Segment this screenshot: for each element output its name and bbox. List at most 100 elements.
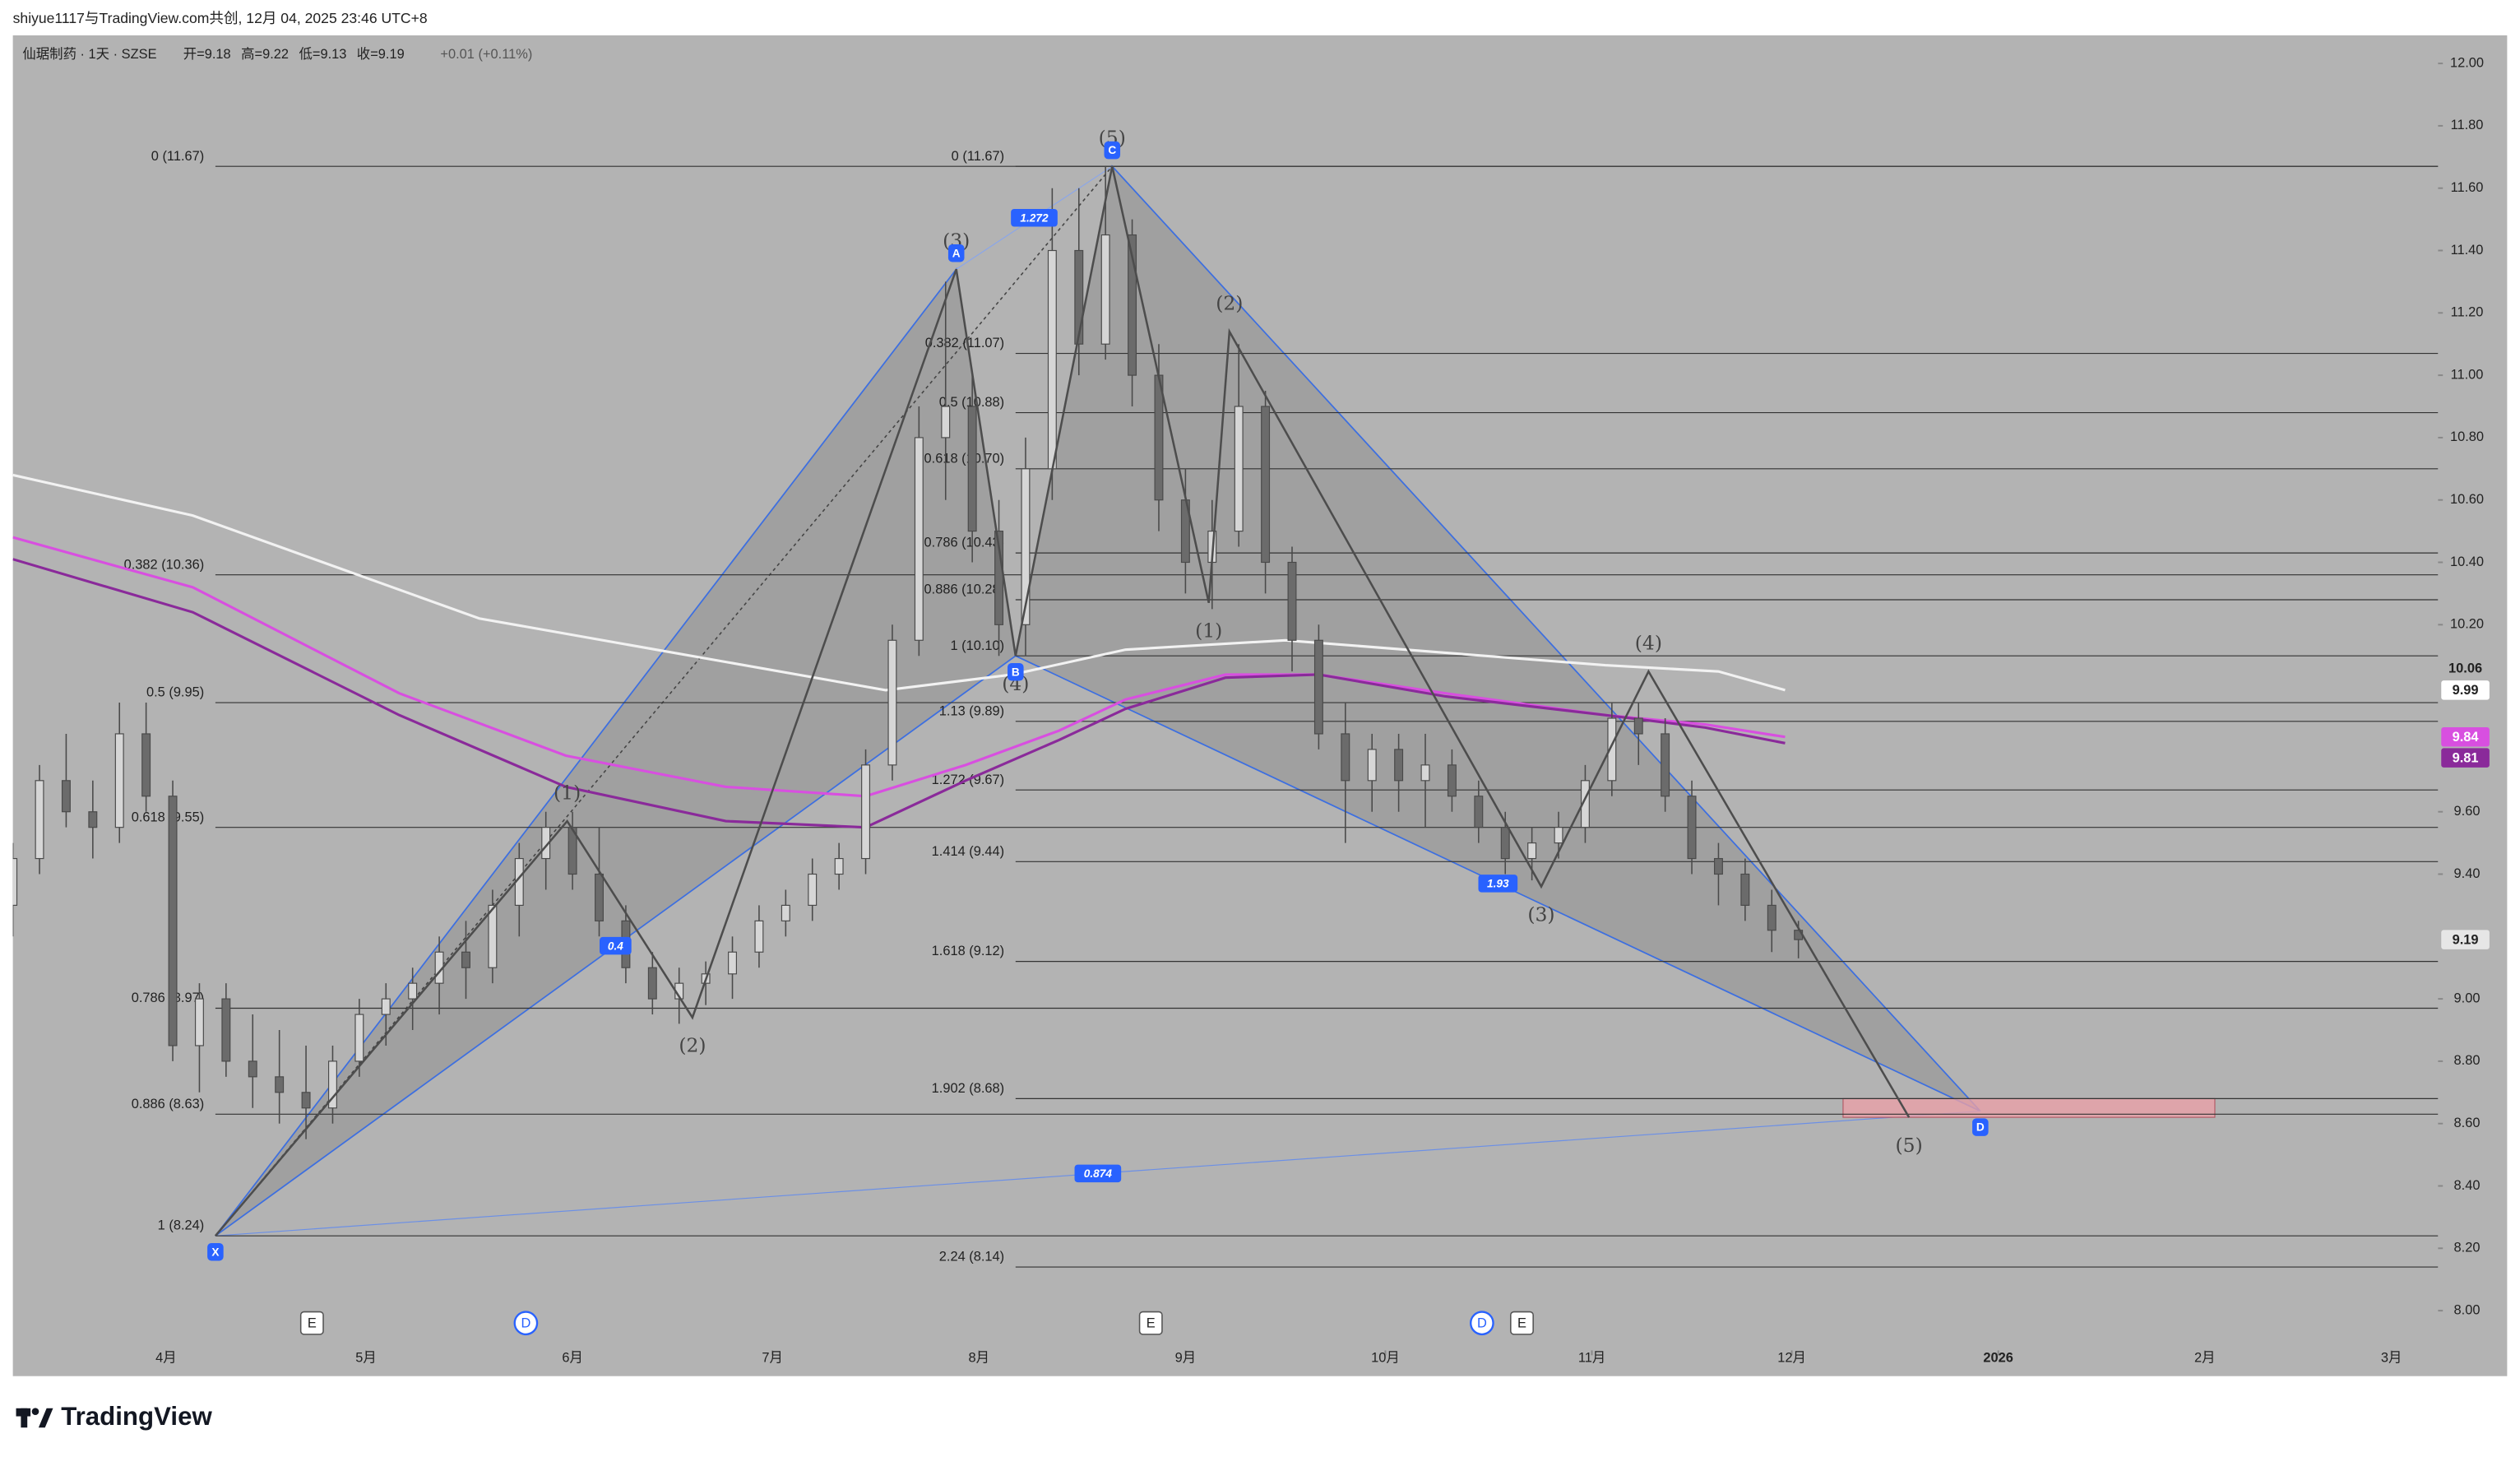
- candle-body: [754, 920, 764, 953]
- candle-body: [275, 1076, 285, 1093]
- fib-label: 1.13 (9.89): [939, 703, 1004, 718]
- ratio-badge: [1478, 875, 1518, 893]
- y-tick-label: 11.40: [2451, 243, 2484, 258]
- point-badge: [947, 244, 965, 262]
- fib-label: 0.382 (11.07): [925, 336, 1004, 350]
- candle-body: [1047, 249, 1057, 470]
- price-tag-label: 10.06: [2448, 661, 2482, 676]
- candle-body: [1100, 234, 1110, 345]
- wave-label: (2): [679, 1034, 706, 1057]
- y-tick-label: 10.80: [2450, 429, 2484, 444]
- y-tick-label: 9.40: [2454, 866, 2481, 881]
- candle-body: [728, 951, 737, 975]
- candle-body: [408, 982, 418, 1000]
- price-tag: [2441, 727, 2490, 747]
- candle-body: [1580, 780, 1590, 828]
- point-label: B: [1012, 666, 1020, 678]
- x-tick-label: 9月: [1175, 1351, 1197, 1366]
- xc-line: [215, 165, 1113, 1237]
- candle-body: [1607, 717, 1617, 782]
- y-tick-label: 10.40: [2450, 554, 2484, 569]
- ratio-badge: [600, 936, 632, 955]
- candle-body: [1527, 842, 1537, 860]
- y-tick-label: 10.20: [2450, 617, 2484, 632]
- wave-label: (3): [1527, 903, 1554, 926]
- wave-label: (2): [1216, 291, 1243, 314]
- candle-body: [1740, 873, 1750, 906]
- x-tick-label: 5月: [355, 1351, 377, 1366]
- price-tag: [2441, 748, 2490, 768]
- x-tick-label: 12月: [1777, 1351, 1806, 1366]
- ratio-label: 0.874: [1084, 1167, 1113, 1180]
- event-label: E: [1147, 1316, 1156, 1331]
- fib-label: 1 (8.24): [158, 1218, 205, 1233]
- candle-body: [1128, 234, 1137, 376]
- fib-label: 0 (11.67): [952, 149, 1004, 164]
- candle-body: [194, 998, 204, 1046]
- fib-label: 0.5 (9.95): [146, 685, 204, 700]
- y-tick-label: 9.60: [2454, 804, 2481, 819]
- moving-average: [12, 558, 1786, 829]
- fib-label: 0.786 (10.43): [924, 536, 1005, 550]
- fib-label: 0.886 (10.28): [924, 582, 1005, 597]
- event-label: E: [308, 1316, 317, 1331]
- y-tick-label: 11.60: [2451, 180, 2484, 195]
- wave-label: (5): [1896, 1134, 1923, 1157]
- price-tag: [2441, 680, 2490, 700]
- price-tag-label: 9.84: [2453, 730, 2480, 745]
- candle-body: [647, 967, 657, 1000]
- candle-body: [1287, 561, 1297, 641]
- candle-body: [567, 827, 577, 875]
- x-tick-label: 11月: [1578, 1351, 1605, 1366]
- candle-body: [967, 406, 977, 532]
- candle-body: [941, 406, 951, 438]
- candle-body: [1447, 764, 1457, 797]
- chart-background: [12, 35, 2508, 1376]
- candle-body: [1074, 249, 1084, 345]
- candle-body: [61, 780, 71, 813]
- ratio-label: 0.4: [608, 940, 623, 952]
- candle-body: [834, 857, 844, 875]
- candle-body: [887, 639, 897, 766]
- ratio-badge: [1074, 1164, 1122, 1183]
- candle-body: [1633, 717, 1643, 735]
- candle-body: [88, 811, 98, 828]
- earnings-event: [1138, 1311, 1163, 1335]
- candle-body: [1713, 857, 1723, 875]
- x-tick-label: 4月: [155, 1351, 177, 1366]
- price-tag-label: 9.81: [2453, 750, 2479, 765]
- x-tick-label: 6月: [562, 1351, 583, 1366]
- fib-label: 0.618 (9.55): [132, 810, 204, 824]
- candle-body: [221, 998, 231, 1062]
- y-tick-label: 10.60: [2450, 492, 2484, 507]
- dividend-event: [513, 1311, 539, 1336]
- fib-label: 0.886 (8.63): [132, 1097, 204, 1111]
- high: 高=9.22: [241, 47, 289, 62]
- ratio-label: 1.93: [1487, 877, 1509, 889]
- low: 低=9.13: [299, 47, 346, 62]
- point-badge: [1104, 141, 1121, 160]
- x-tick-label: 7月: [762, 1351, 783, 1366]
- y-tick-label: 9.00: [2454, 991, 2481, 1005]
- fib-label: 0.382 (10.36): [124, 557, 205, 572]
- x-tick-label: 3月: [2381, 1351, 2402, 1366]
- point-badge: [207, 1242, 224, 1261]
- wave-label: (4): [1635, 631, 1662, 654]
- price-tag-label: 9.19: [2453, 932, 2479, 947]
- moving-average: [12, 473, 1786, 692]
- y-tick-label: 11.80: [2451, 118, 2484, 132]
- candle-body: [595, 873, 604, 921]
- wave-label: (1): [554, 781, 581, 804]
- y-tick-label: 11.20: [2451, 305, 2484, 320]
- y-tick-label: 8.40: [2454, 1178, 2481, 1193]
- event-label: D: [521, 1316, 530, 1331]
- y-tick-label: 8.20: [2454, 1241, 2481, 1255]
- close: 收=9.19: [357, 47, 405, 62]
- candle-body: [1500, 827, 1510, 860]
- candle-body: [781, 904, 790, 921]
- x-tick-label: 8月: [968, 1351, 989, 1366]
- fib-label: 2.24 (8.14): [939, 1250, 1004, 1264]
- y-tick-label: 8.00: [2454, 1302, 2481, 1317]
- point-label: X: [211, 1246, 219, 1258]
- open: 开=9.18: [183, 47, 231, 62]
